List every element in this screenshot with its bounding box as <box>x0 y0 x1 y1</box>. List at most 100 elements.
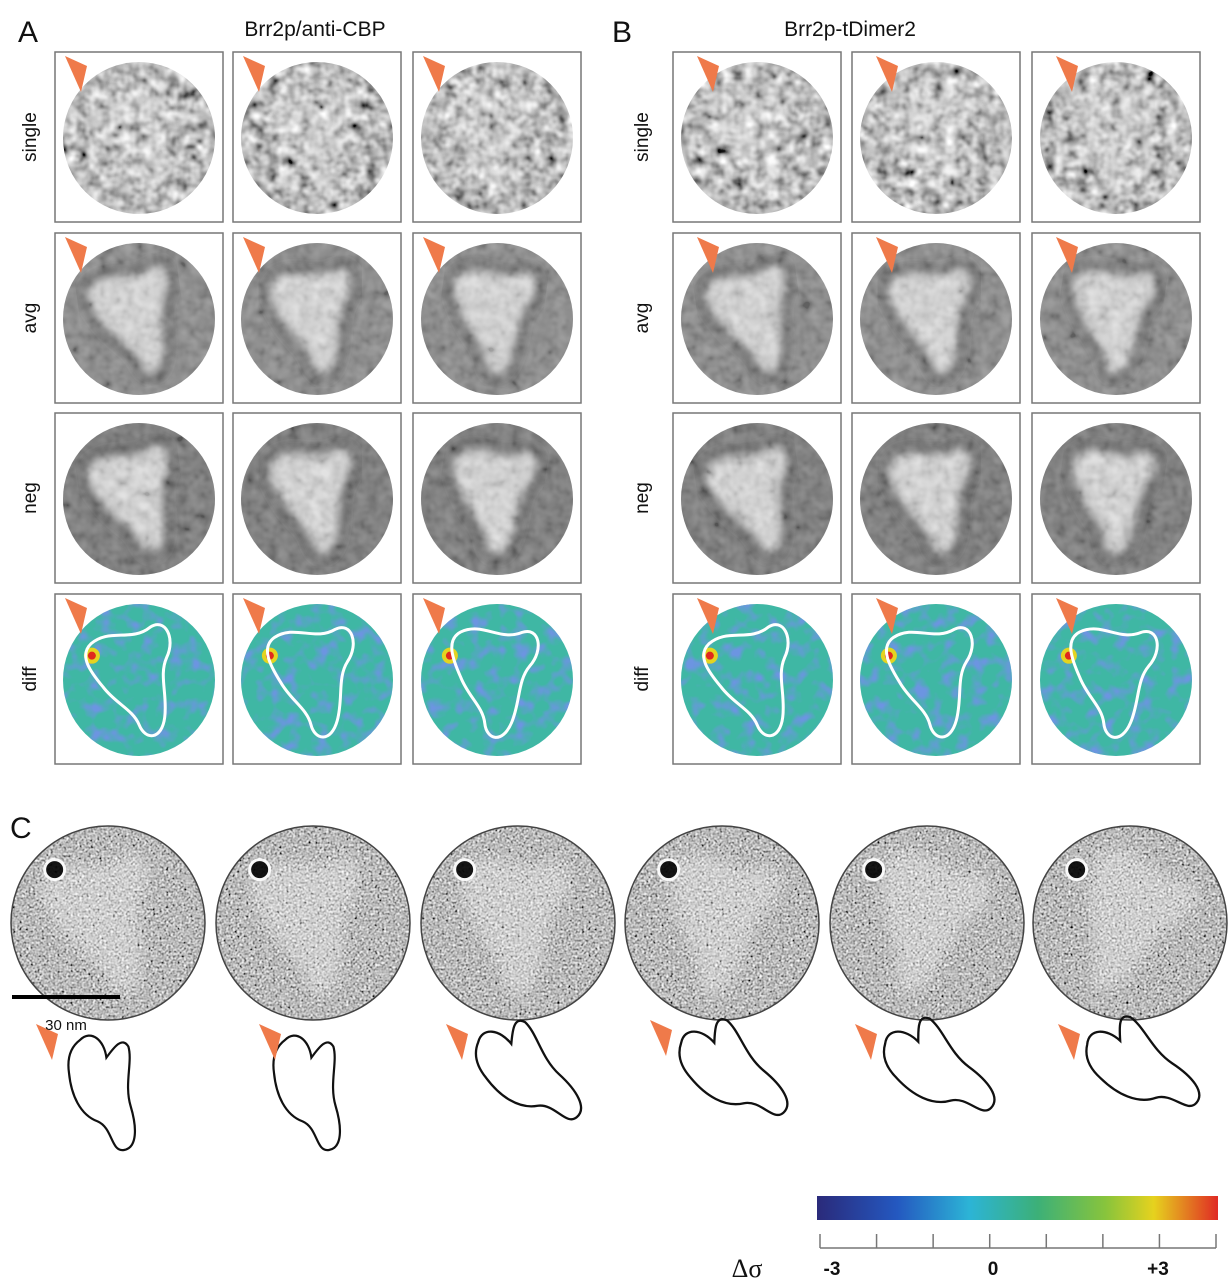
micrograph-content <box>1033 826 1227 1020</box>
micrograph-content <box>681 243 833 395</box>
noise <box>241 423 393 575</box>
micrograph-content <box>63 604 215 756</box>
micrograph-content <box>860 62 1012 214</box>
gold-label <box>45 860 65 880</box>
particle-sketch <box>68 1036 134 1151</box>
sketch-outline <box>273 1036 339 1151</box>
micrograph-content <box>216 826 410 1020</box>
panel-label: A <box>18 16 38 49</box>
noise <box>681 604 833 756</box>
micrograph <box>1040 62 1192 214</box>
micrograph <box>421 62 573 214</box>
micrograph <box>241 243 393 395</box>
micrograph-content <box>421 243 573 395</box>
panel-title: Brr2p-tDimer2 <box>784 18 916 41</box>
micrograph <box>681 423 833 575</box>
row-label: avg <box>632 303 653 334</box>
colorbar <box>817 1196 1218 1220</box>
micrograph <box>681 62 833 214</box>
micrograph-content <box>1040 62 1192 214</box>
micrograph-content <box>421 604 573 756</box>
micrograph <box>421 826 615 1020</box>
micrograph-content <box>11 826 205 1020</box>
arrowhead <box>259 1024 281 1060</box>
row-label: diff <box>632 666 653 692</box>
arrowhead <box>446 1024 468 1060</box>
hotspot-core <box>88 652 96 660</box>
noise <box>860 423 1012 575</box>
noise <box>860 243 1012 395</box>
noise <box>1040 604 1192 756</box>
micrograph <box>1040 243 1192 395</box>
particle-sketch <box>465 1009 586 1147</box>
colorbar-symbol: Δσ <box>732 1254 763 1283</box>
noise <box>63 243 215 395</box>
micrograph-content <box>860 243 1012 395</box>
micrograph-content <box>421 62 573 214</box>
figure: A Brr2p/anti-CBP single avg neg diff B Brr2p-tD… <box>0 0 1230 1283</box>
micrograph-content <box>1040 423 1192 575</box>
micrograph <box>681 604 833 756</box>
particle-sketch <box>1075 1004 1205 1140</box>
arrowhead <box>650 1020 672 1056</box>
panel-title: Brr2p/anti-CBP <box>244 18 385 41</box>
sketch-outline <box>68 1036 134 1151</box>
micrograph <box>830 826 1024 1020</box>
micrograph <box>421 243 573 395</box>
gold-label <box>864 860 884 880</box>
colorbar-tick-label: 0 <box>988 1259 999 1280</box>
arrowhead <box>1058 1024 1080 1060</box>
row-label: single <box>632 112 653 162</box>
micrograph-content <box>681 62 833 214</box>
gold-label <box>659 860 679 880</box>
micrograph <box>625 826 819 1020</box>
micrograph <box>860 423 1012 575</box>
micrograph <box>11 826 205 1020</box>
micrograph-content <box>860 423 1012 575</box>
micrograph <box>860 243 1012 395</box>
row-label: avg <box>20 303 41 334</box>
sketch-outline <box>873 1005 1001 1142</box>
micrograph <box>860 604 1012 756</box>
micrograph <box>1040 423 1192 575</box>
panel-label: B <box>612 16 632 49</box>
micrograph-content <box>241 243 393 395</box>
micrograph-content <box>681 604 833 756</box>
micrograph <box>63 62 215 214</box>
micrograph <box>241 604 393 756</box>
noise <box>681 243 833 395</box>
gold-label <box>250 860 270 880</box>
noise <box>421 604 573 756</box>
panel-label: C <box>10 812 32 845</box>
gold-label <box>455 860 475 880</box>
sketch-outline <box>465 1009 586 1147</box>
micrograph-content <box>1040 243 1192 395</box>
micrograph <box>681 243 833 395</box>
micrograph <box>1033 826 1227 1020</box>
sketch-outline <box>669 1007 794 1145</box>
micrograph-content <box>241 62 393 214</box>
row-label: diff <box>20 666 41 692</box>
noise <box>421 243 573 395</box>
colorbar-tick-label: +3 <box>1147 1259 1169 1280</box>
micrograph <box>216 826 410 1020</box>
gold-label <box>1067 860 1087 880</box>
arrowhead <box>855 1024 877 1060</box>
noise <box>1040 423 1192 575</box>
micrograph-content <box>63 62 215 214</box>
colorbar-tick-label: -3 <box>824 1259 841 1280</box>
micrograph <box>63 423 215 575</box>
micrograph-content <box>681 423 833 575</box>
row-label: neg <box>632 482 653 514</box>
micrograph-content <box>421 826 615 1020</box>
scale-bar-label: 30 nm <box>45 1017 87 1034</box>
noise <box>681 423 833 575</box>
micrograph-content <box>63 243 215 395</box>
micrograph-content <box>860 604 1012 756</box>
micrograph-content <box>241 423 393 575</box>
noise <box>63 604 215 756</box>
noise <box>241 243 393 395</box>
micrograph <box>63 243 215 395</box>
particle-sketch <box>873 1005 1001 1142</box>
micrograph <box>1040 604 1192 756</box>
